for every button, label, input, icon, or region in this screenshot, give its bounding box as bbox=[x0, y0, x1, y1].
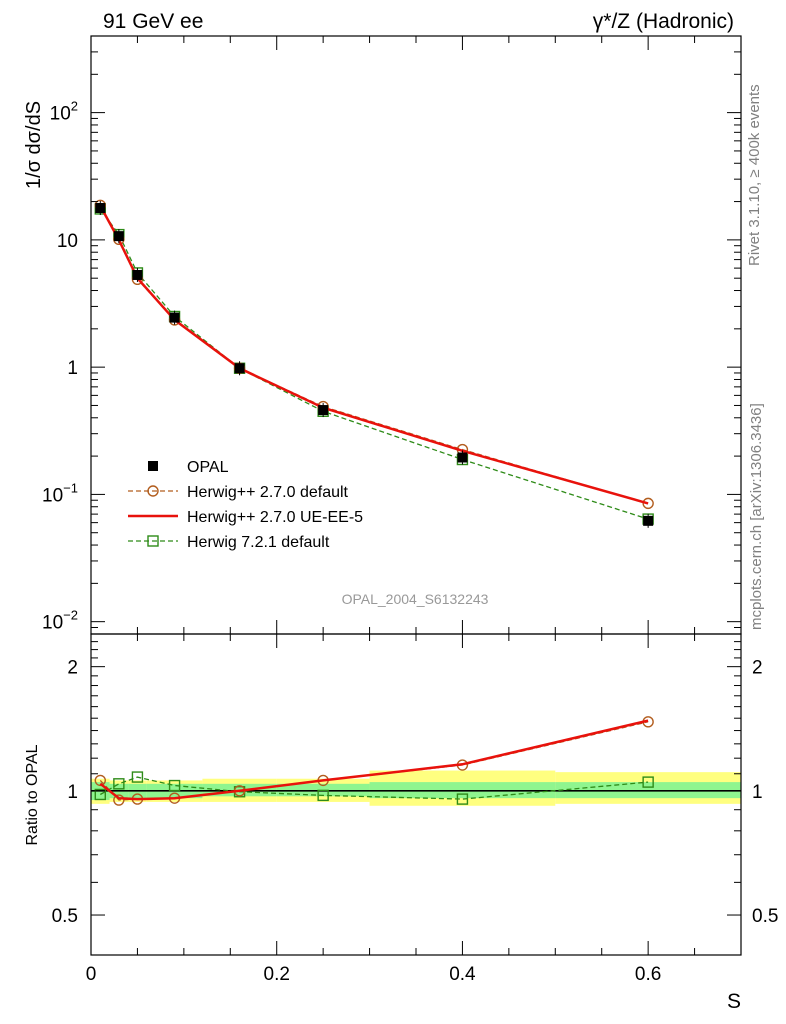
ratio-point-herwig-7-2-1-default bbox=[317, 789, 329, 802]
main-line-herwig-2-7-0-default bbox=[99, 204, 649, 505]
xtick-label: 0.2 bbox=[264, 964, 290, 985]
main-ytick-label: 102 bbox=[50, 99, 78, 125]
analysis-label: OPAL_2004_S6132243 bbox=[342, 591, 489, 607]
main-series-opal bbox=[95, 201, 654, 528]
legend: OPAL Herwig++ 2.7.0 default Herwig++ 2.7.0… bbox=[128, 459, 363, 551]
main-ytick-label: 10−2 bbox=[42, 608, 78, 634]
header-right: γ*/Z (Hadronic) bbox=[592, 10, 734, 33]
main-data-point bbox=[643, 515, 654, 526]
ratio-point-herwig-7-2-1-default bbox=[94, 788, 106, 801]
ratio-point-herwig-7-2-1-default bbox=[456, 793, 469, 805]
main-data-point bbox=[234, 363, 245, 374]
main-ytick-label-base: 10 bbox=[50, 104, 71, 125]
legend-item-herwig-2-7-0-default: Herwig++ 2.7.0 default bbox=[128, 484, 349, 501]
legend-marker-data bbox=[148, 461, 158, 471]
header-left: 91 GeV ee bbox=[103, 10, 204, 33]
main-point-herwig-2-7-0-default bbox=[642, 497, 654, 510]
main-ytick-label-exp: −1 bbox=[63, 480, 78, 495]
main-ytick-label-base: 10 bbox=[42, 485, 63, 506]
xtick-label: 0.4 bbox=[449, 964, 476, 985]
main-series bbox=[94, 199, 654, 528]
ratio-ylabel: Ratio to OPAL bbox=[24, 744, 41, 845]
xtick-label: 0.6 bbox=[635, 964, 661, 985]
xtick-label: 0 bbox=[86, 964, 97, 985]
main-ytick-label-exp: −2 bbox=[63, 608, 78, 623]
legend-marker bbox=[147, 535, 159, 547]
legend-label: Herwig++ 2.7.0 UE-EE-5 bbox=[187, 509, 363, 526]
main-series-herwig-7-2-1-default bbox=[94, 203, 654, 525]
main-ytick-label-base: 10 bbox=[42, 613, 63, 634]
ratio-point-herwig-7-2-1-default bbox=[131, 771, 144, 783]
main-ytick-label: 10 bbox=[57, 231, 78, 252]
ratio-point-herwig-7-2-1-default bbox=[113, 778, 125, 790]
main-line-herwig-7-2-1-default bbox=[99, 208, 649, 520]
main-ytick-label-base: 1 bbox=[67, 358, 78, 379]
main-series-herwig-2-7-0-ue-ee-5 bbox=[99, 205, 649, 505]
legend-label: Herwig 7.2.1 default bbox=[187, 534, 330, 551]
ratio-ytick-label-left: 0.5 bbox=[52, 906, 78, 927]
ratio-ytick-label-right: 0.5 bbox=[752, 906, 778, 927]
main-line-herwig-2-7-0-ue-ee-5 bbox=[99, 205, 649, 505]
main-series-herwig-2-7-0-default bbox=[94, 199, 654, 510]
main-ytick-label: 10−1 bbox=[42, 480, 78, 506]
main-data-point bbox=[95, 203, 106, 214]
x-axis-label: S bbox=[727, 990, 741, 1013]
legend-label: Herwig++ 2.7.0 default bbox=[187, 484, 349, 501]
legend-item-herwig-2-7-0-ue-ee-5: Herwig++ 2.7.0 UE-EE-5 bbox=[128, 509, 363, 526]
ratio-line-herwig-2-7-0-ue-ee-5 bbox=[99, 719, 649, 801]
legend-item-herwig-7-2-1-default: Herwig 7.2.1 default bbox=[128, 534, 330, 551]
main-data-point bbox=[113, 231, 124, 242]
ratio-point-herwig-2-7-0-default bbox=[94, 774, 106, 787]
legend-label: OPAL bbox=[187, 459, 229, 476]
main-data-point bbox=[318, 405, 329, 416]
ratio-ytick-label-left: 2 bbox=[67, 658, 78, 679]
ratio-line-herwig-7-2-1-default bbox=[99, 776, 649, 800]
main-ylabel: 1/σ dσ/dS bbox=[23, 101, 45, 189]
ratio-point-herwig-2-7-0-default bbox=[113, 794, 125, 806]
legend-marker bbox=[147, 485, 159, 497]
ratio-bands bbox=[91, 770, 741, 806]
main-ytick-label-base: 10 bbox=[57, 231, 78, 252]
ratio-point-herwig-7-2-1-default bbox=[168, 779, 181, 792]
ratio-ytick-label-right: 2 bbox=[752, 658, 763, 679]
ratio-point-herwig-7-2-1-default bbox=[642, 776, 654, 788]
main-data-point bbox=[132, 269, 143, 280]
main-ytick-label-exp: 2 bbox=[71, 99, 78, 114]
ratio-series bbox=[94, 716, 654, 806]
ratio-ytick-label-right: 1 bbox=[752, 782, 763, 803]
main-data-point bbox=[457, 452, 468, 463]
main-data-point bbox=[169, 312, 180, 323]
ratio-series-herwig-2-7-0-ue-ee-5 bbox=[99, 719, 649, 801]
main-ytick-label: 1 bbox=[67, 358, 78, 379]
legend-item-opal: OPAL bbox=[148, 459, 229, 476]
ratio-ytick-label-left: 1 bbox=[67, 782, 78, 803]
ratio-series-herwig-7-2-1-default bbox=[94, 771, 654, 805]
